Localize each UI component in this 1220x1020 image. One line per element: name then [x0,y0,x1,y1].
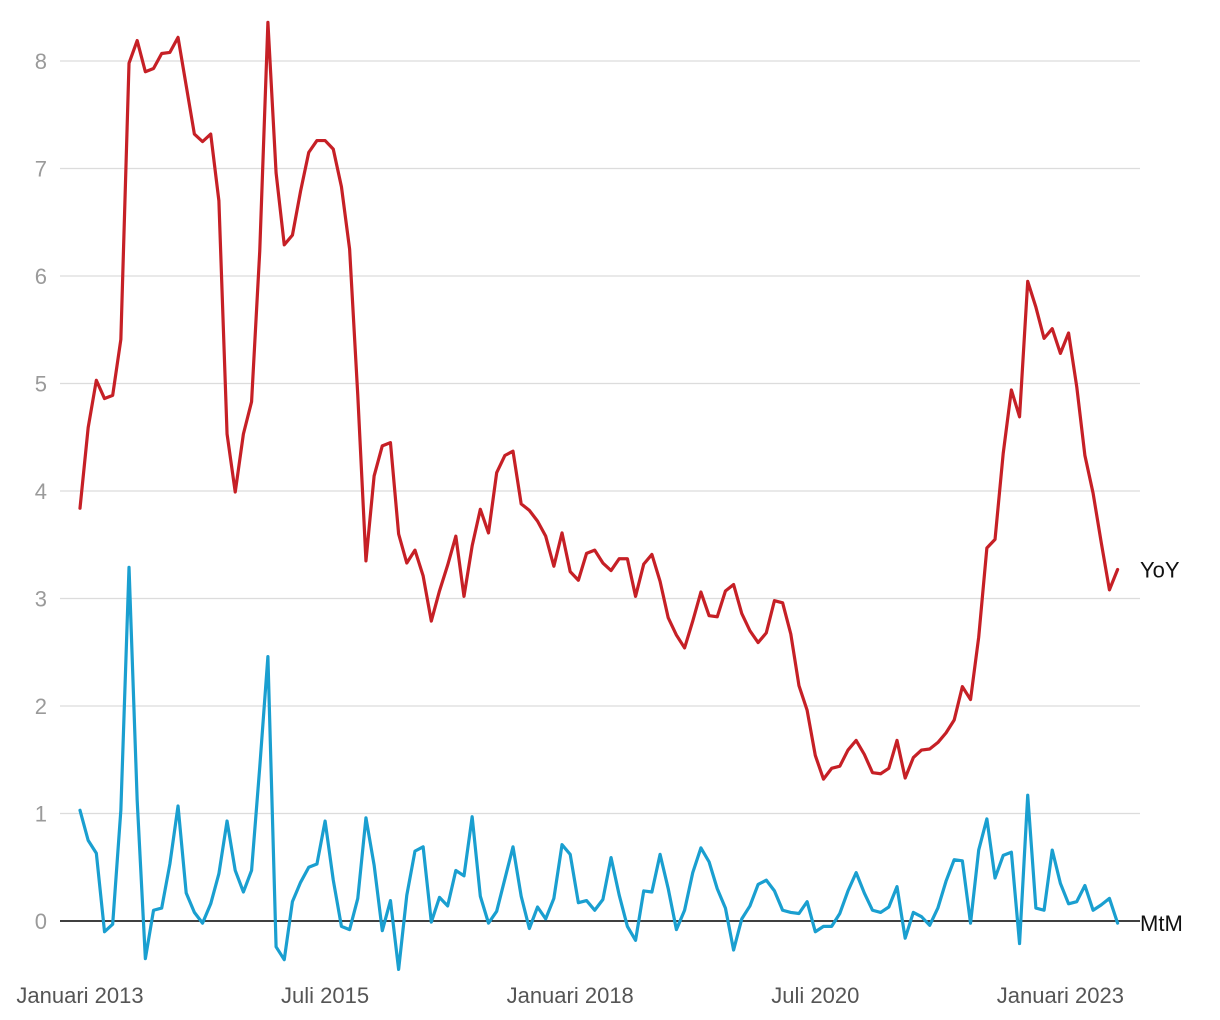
y-tick-label: 8 [35,49,47,74]
series-line-mtm [78,565,1120,971]
y-tick-label: 3 [35,587,47,612]
x-tick-label: Januari 2013 [16,983,143,1008]
grid-lines [60,60,1140,922]
y-tick-label: 5 [35,372,47,397]
y-axis: 0 1 2 3 4 5 6 7 8 [35,49,47,934]
series-lines [78,20,1120,971]
y-tick-label: 7 [35,157,47,182]
x-tick-label: Januari 2023 [997,983,1124,1008]
series-line-yoy [78,20,1120,781]
series-labels: YoY MtM [1140,557,1183,936]
x-axis: Januari 2013 Juli 2015 Januari 2018 Juli 20… [16,983,1124,1008]
y-tick-label: 2 [35,694,47,719]
series-label-mtm: MtM [1140,911,1183,936]
x-tick-label: Januari 2018 [507,983,634,1008]
y-tick-label: 6 [35,264,47,289]
y-tick-label: 1 [35,802,47,827]
x-tick-label: Juli 2015 [281,983,369,1008]
y-tick-label: 0 [35,909,47,934]
x-tick-label: Juli 2020 [771,983,859,1008]
y-tick-label: 4 [35,479,47,504]
series-label-yoy: YoY [1140,557,1180,582]
